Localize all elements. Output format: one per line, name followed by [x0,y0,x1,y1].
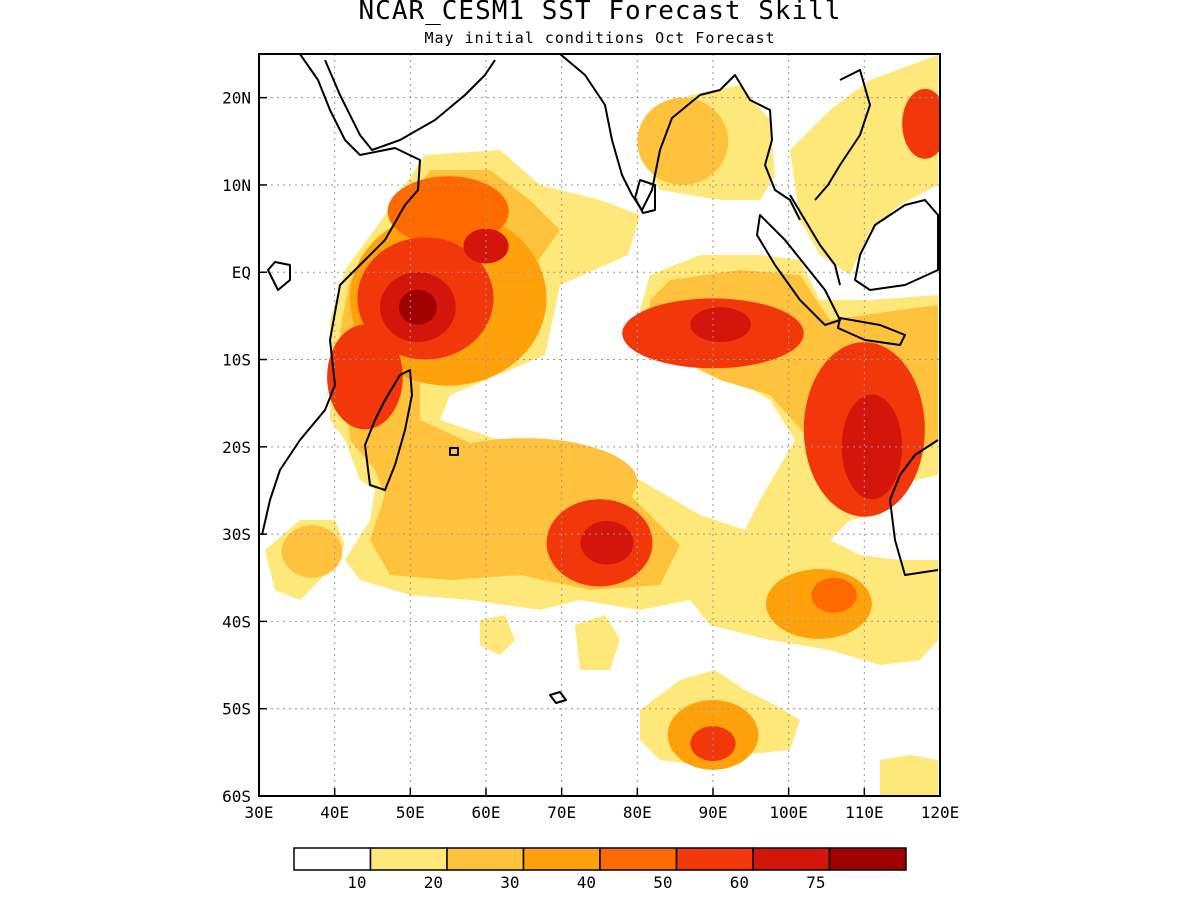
colorbar-label: 10 [347,873,366,892]
colorbar-swatch [828,847,907,871]
map-subtitle: May initial conditions Oct Forecast [424,29,776,47]
colorbar-swatch [599,847,678,871]
y-axis: 20N 10N EQ 10S 20S 30S 40S 50S 60S [222,89,267,806]
plot-frame [258,53,941,797]
coastlines [261,54,939,704]
y-tick-label: 10N [222,176,251,195]
colorbar-label: 75 [806,873,825,892]
coastline-java [837,317,906,346]
colorbar-swatch [369,847,448,871]
skill-region-level-5 [902,88,940,159]
skill-region-level-6 [580,521,634,565]
gridlines [259,54,940,796]
x-tick-label: 90E [699,803,728,822]
skill-region-level-6 [690,307,751,343]
colorbar-swatch [293,847,372,871]
coastline-small-island-2 [549,691,567,704]
coastline-madagascar [364,369,413,491]
coastline-sumatra [756,214,841,326]
coastline-sri-lanka [634,179,656,214]
coastline-gulf-of-aden [267,261,291,291]
colorbar-label: 60 [730,873,749,892]
coastline-indochina [814,69,871,201]
coastline-malay-peninsula [789,194,841,286]
map-title: NCAR_CESM1 SST Forecast Skill [358,0,842,26]
y-tick-label: 30S [222,525,251,544]
y-tick-label: 20S [222,438,251,457]
x-tick-label: 40E [320,803,349,822]
x-tick-label: 60E [472,803,501,822]
x-tick-label: 70E [547,803,576,822]
skill-region-level-2 [281,525,343,578]
skill-region-level-5 [327,324,403,430]
colorbar-swatch [446,847,525,871]
coastline-india [559,54,701,211]
skill-region-level-7 [398,289,437,325]
coastline-arabia [324,59,496,151]
x-tick-label: 30E [245,803,274,822]
y-tick-label: EQ [232,263,251,282]
coastline-small-island-1 [449,447,459,456]
skill-region-level-4 [811,577,857,613]
colorbar-label: 40 [577,873,596,892]
x-tick-label: 100E [769,803,808,822]
skill-region-south-china-sea [790,55,938,275]
y-tick-label: 20N [222,89,251,108]
colorbar-label: 50 [653,873,672,892]
skill-field [265,55,940,796]
colorbar-swatch [522,847,601,871]
x-tick-label: 110E [845,803,884,822]
x-tick-label: 80E [623,803,652,822]
colorbar-swatch [752,847,831,871]
skill-level-regions [281,88,940,770]
coastline-borneo [854,199,939,291]
y-tick-label: 40S [222,612,251,631]
colorbar-label: 30 [500,873,519,892]
skill-region-level-5 [690,726,736,762]
x-tick-label: 50E [396,803,425,822]
x-axis: 30E 40E 50E 60E 70E 80E 90E 100E 110E 120E [245,788,960,822]
skill-region-southeast-corner [880,755,938,796]
y-tick-label: 60S [222,787,251,806]
coastline-australia [889,439,939,576]
colorbar-swatch [675,847,754,871]
y-tick-label: 50S [222,700,251,719]
coastline-bay-of-bengal-east [699,74,801,221]
colorbar: 10 20 30 40 50 60 75 [293,847,907,892]
skill-region-mid-south-patch [480,615,515,655]
y-tick-label: 10S [222,351,251,370]
colorbar-label: 20 [424,873,443,892]
skill-region-level-4 [387,176,509,247]
x-tick-label: 120E [921,803,960,822]
coastline-africa [261,54,421,536]
skill-region-central-south-patch [575,615,620,670]
skill-region-level-2 [637,97,729,185]
